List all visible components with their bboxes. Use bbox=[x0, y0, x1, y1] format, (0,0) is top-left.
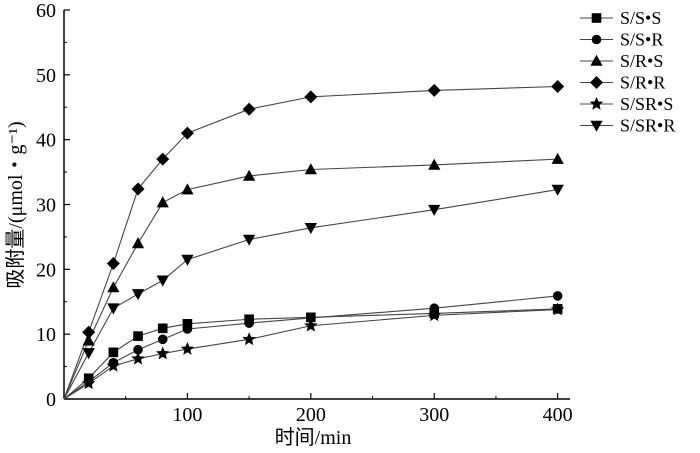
series-markers bbox=[81, 80, 565, 390]
y-tick-label: 60 bbox=[36, 0, 56, 22]
data-point bbox=[157, 334, 168, 345]
y-tick-label: 30 bbox=[36, 195, 56, 217]
data-point bbox=[82, 325, 96, 339]
legend-label: S/S•S bbox=[620, 8, 661, 28]
data-point bbox=[244, 318, 254, 328]
data-point bbox=[180, 341, 195, 355]
data-point bbox=[82, 334, 95, 346]
data-point bbox=[304, 163, 317, 175]
data-point bbox=[108, 347, 119, 358]
legend-marker bbox=[591, 13, 602, 23]
series-line-1 bbox=[63, 295, 558, 400]
data-point bbox=[157, 323, 168, 334]
series-line-0 bbox=[63, 308, 558, 400]
data-point bbox=[133, 331, 143, 341]
data-point bbox=[156, 152, 170, 166]
legend-label: S/SR•R bbox=[620, 116, 675, 136]
data-point bbox=[551, 80, 565, 94]
legend-marker bbox=[590, 54, 603, 66]
legend: S/S•SS/S•RS/R•SS/R•RS/SR•SS/SR•R bbox=[580, 8, 675, 136]
data-point bbox=[242, 234, 256, 246]
data-point bbox=[81, 376, 96, 390]
legend-marker bbox=[589, 96, 604, 110]
data-point bbox=[242, 169, 256, 181]
data-point bbox=[304, 90, 318, 104]
legend-label: S/R•R bbox=[620, 73, 665, 93]
data-point bbox=[552, 291, 563, 301]
legend-label: S/R•S bbox=[620, 51, 663, 71]
data-point bbox=[242, 332, 256, 346]
data-point bbox=[550, 302, 565, 316]
y-tick-label: 0 bbox=[46, 389, 56, 411]
data-point bbox=[106, 358, 121, 372]
series-line-4 bbox=[63, 308, 558, 400]
y-tick-label: 50 bbox=[36, 65, 56, 87]
data-point bbox=[106, 256, 120, 270]
data-point bbox=[181, 183, 194, 195]
axes: 0 10 20 30 40 50 60 100 200 300 400 bbox=[36, 0, 573, 426]
y-axis-title: 吸附量/(μmol・g⁻¹) bbox=[4, 121, 27, 288]
data-point bbox=[428, 204, 441, 216]
y-tick-label: 20 bbox=[36, 259, 56, 281]
legend-label: S/SR•S bbox=[620, 94, 673, 114]
data-point bbox=[107, 281, 120, 293]
data-point bbox=[82, 348, 95, 360]
legend-marker bbox=[591, 34, 602, 45]
data-point bbox=[131, 289, 145, 301]
data-point bbox=[181, 254, 194, 266]
data-point bbox=[304, 318, 318, 332]
legend-marker bbox=[590, 76, 603, 89]
x-tick-label: 300 bbox=[419, 404, 449, 426]
data-point bbox=[131, 351, 145, 365]
data-point bbox=[304, 223, 317, 235]
data-point bbox=[131, 182, 145, 196]
data-point bbox=[551, 152, 564, 164]
data-point bbox=[156, 196, 169, 208]
series-lines bbox=[63, 85, 558, 400]
data-point bbox=[182, 324, 193, 334]
x-tick-label: 200 bbox=[296, 404, 326, 426]
data-point bbox=[131, 237, 145, 249]
data-point bbox=[155, 346, 170, 360]
x-tick-label: 100 bbox=[172, 404, 202, 426]
x-axis-title: 时间/min bbox=[275, 426, 352, 449]
data-point bbox=[107, 303, 120, 315]
data-point bbox=[551, 184, 564, 196]
data-point bbox=[427, 308, 441, 322]
series-line-5 bbox=[63, 189, 558, 400]
data-point bbox=[180, 126, 194, 140]
legend-marker bbox=[590, 120, 603, 132]
data-point bbox=[428, 158, 441, 170]
legend-label: S/S•R bbox=[620, 30, 663, 50]
series-line-2 bbox=[63, 158, 558, 400]
series-line-3 bbox=[63, 85, 558, 400]
y-tick-label: 40 bbox=[36, 130, 56, 152]
x-tick-label: 400 bbox=[543, 404, 573, 426]
data-point bbox=[427, 83, 441, 97]
data-point bbox=[242, 102, 256, 116]
y-tick-label: 10 bbox=[36, 324, 56, 346]
data-point bbox=[156, 275, 169, 287]
